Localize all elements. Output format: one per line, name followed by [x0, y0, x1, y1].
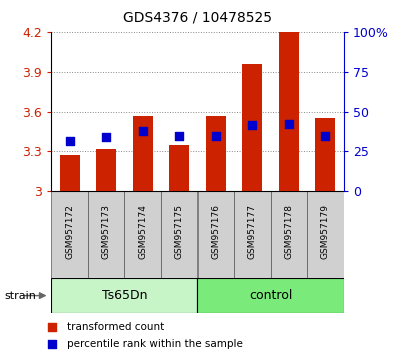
Text: GDS4376 / 10478525: GDS4376 / 10478525: [123, 11, 272, 25]
Bar: [315, 118, 335, 191]
Bar: [133, 116, 153, 191]
Text: GSM957173: GSM957173: [102, 204, 111, 259]
Point: [49, 324, 56, 329]
Text: GSM957175: GSM957175: [175, 204, 184, 259]
Point: [103, 134, 109, 139]
Bar: [198, 278, 344, 313]
Point: [139, 128, 146, 133]
Text: GSM957174: GSM957174: [138, 204, 147, 259]
Bar: [242, 64, 262, 191]
Text: GSM957176: GSM957176: [211, 204, 220, 259]
Text: GSM957172: GSM957172: [65, 204, 74, 259]
Text: control: control: [249, 289, 292, 302]
Bar: [51, 191, 88, 278]
Point: [176, 133, 182, 139]
Bar: [206, 116, 226, 191]
Bar: [51, 278, 198, 313]
Point: [249, 122, 256, 128]
Point: [213, 133, 219, 139]
Point: [322, 133, 329, 139]
Text: percentile rank within the sample: percentile rank within the sample: [68, 339, 243, 349]
Bar: [96, 149, 116, 191]
Text: Ts65Dn: Ts65Dn: [102, 289, 147, 302]
Point: [66, 138, 73, 144]
Text: transformed count: transformed count: [68, 321, 165, 332]
Bar: [271, 191, 307, 278]
Text: GSM957178: GSM957178: [284, 204, 293, 259]
Bar: [234, 191, 271, 278]
Point: [49, 341, 56, 347]
Bar: [279, 32, 299, 191]
Bar: [161, 191, 198, 278]
Text: strain: strain: [4, 291, 36, 301]
Bar: [60, 155, 80, 191]
Bar: [307, 191, 344, 278]
Bar: [124, 191, 161, 278]
Text: GSM957177: GSM957177: [248, 204, 257, 259]
Bar: [88, 191, 124, 278]
Point: [286, 121, 292, 127]
Bar: [198, 191, 234, 278]
Bar: [169, 145, 189, 191]
Text: GSM957179: GSM957179: [321, 204, 330, 259]
